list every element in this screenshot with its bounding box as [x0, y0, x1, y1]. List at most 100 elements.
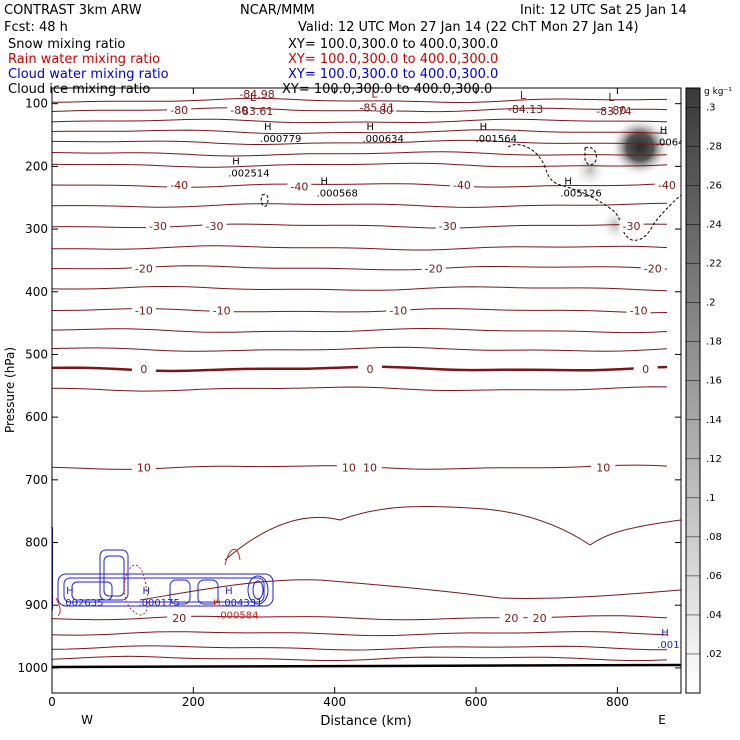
field-rain-name: Rain water mixing ratio — [8, 52, 160, 67]
low-marker: L — [251, 74, 258, 87]
forecast-hour: Fcst: 48 h — [4, 20, 68, 35]
isotherm-orographic — [224, 505, 681, 561]
isotherm-label-bg — [336, 461, 361, 474]
low-value: -83.74 — [596, 105, 631, 118]
colorbar-label: .2 — [706, 298, 716, 309]
isotherm-label: 10 — [137, 461, 151, 474]
snow-high-value: .005126 — [560, 189, 601, 200]
snow-high-value: .000568 — [317, 189, 358, 200]
isotherm-label: -20 — [135, 263, 153, 276]
colorbar-label: .16 — [706, 376, 722, 387]
isotherm-label: -10 — [389, 305, 407, 318]
field-cloud-water-xy: XY= 100.0,300.0 to 400.0,300.0 — [288, 67, 498, 82]
cloud-water-high-value: .000175 — [138, 598, 179, 609]
isotherm-label: 10 — [596, 461, 610, 474]
low-value: -83.61 — [238, 105, 273, 118]
isotherm-label: 20 — [533, 612, 547, 625]
isotherm-label-bg — [358, 362, 383, 375]
isotherm — [52, 129, 668, 135]
low-marker: L — [520, 89, 527, 102]
isotherm-label: 0 — [140, 363, 147, 376]
plot-frame — [51, 87, 682, 694]
snow-high-value: .000634 — [363, 134, 404, 145]
isotherm-label-bg — [131, 362, 156, 375]
x-tick-label: 600 — [465, 695, 488, 709]
snow-high-marker: H — [232, 157, 240, 168]
low-marker: L — [371, 88, 378, 101]
isotherm-label-bg — [372, 103, 397, 116]
isotherm-label-bg — [146, 219, 171, 232]
low-marker: L — [250, 91, 257, 104]
isotherm — [52, 151, 668, 157]
surface-line — [52, 663, 681, 669]
isotherm-label-bg — [227, 103, 252, 116]
field-cloud-ice-name: Cloud ice mixing ratio — [8, 82, 150, 97]
y-tick-label: 100 — [25, 97, 48, 111]
center-title: NCAR/MMM — [240, 3, 315, 18]
x-axis-title: Distance (km) — [320, 714, 411, 729]
snow-high-value: .002514 — [228, 169, 269, 180]
cloud-water-high-marker: H — [661, 628, 669, 639]
isotherm — [52, 346, 668, 352]
snow-high-marker: H — [480, 122, 488, 133]
isotherm-label-bg — [287, 180, 312, 193]
isotherm — [52, 223, 668, 229]
isotherm-label: -10 — [135, 305, 153, 318]
isotherm-label: 20 — [172, 612, 186, 625]
isotherm-label-bg — [202, 219, 227, 232]
colorbar-label: .24 — [706, 220, 722, 231]
field-snow-name: Snow mixing ratio — [8, 37, 125, 52]
isotherm-label: -30 — [206, 220, 224, 233]
colorbar-label: .06 — [706, 571, 722, 582]
colorbar-label: .12 — [706, 454, 722, 465]
isotherm-label-bg — [449, 179, 474, 192]
field-cloud-ice-xy: XY= 100.0,300.0 to 400.0,300.0 — [282, 82, 492, 97]
y-tick-label: 500 — [25, 347, 48, 361]
x-tick-label: 200 — [182, 695, 205, 709]
isotherm — [52, 139, 668, 146]
snow-high-marker: H — [264, 122, 272, 133]
colorbar-label: .18 — [706, 337, 722, 348]
west-label: W — [81, 713, 93, 727]
snow-contour — [507, 144, 681, 241]
isotherm-label-bg — [358, 461, 383, 474]
isotherm-label: -40 — [170, 179, 188, 192]
x-tick-label: 800 — [606, 695, 629, 709]
snow-high-value: .001564 — [476, 134, 517, 145]
x-tick-label: 400 — [323, 695, 346, 709]
y-axis-title: Pressure (hPa) — [3, 347, 17, 433]
y-tick-label: 1000 — [17, 661, 48, 675]
isotherm — [52, 327, 668, 334]
field-rain-xy: XY= 100.0,300.0 to 400.0,300.0 — [288, 52, 498, 67]
snow-high-marker: H — [367, 122, 375, 133]
y-tick-label: 200 — [25, 159, 48, 173]
rain-high-value: .000584 — [217, 611, 258, 622]
rain-water-contours — [55, 548, 241, 617]
isotherm-label: -80 — [170, 104, 188, 117]
isotherm — [52, 645, 667, 651]
isotherm-label: -20 — [644, 263, 662, 276]
isotherm-label: -10 — [630, 305, 648, 318]
isotherm — [52, 118, 668, 124]
low-value: -85.11 — [359, 102, 394, 115]
isotherm-label: -30 — [149, 220, 167, 233]
east-label: E — [658, 713, 666, 727]
low-value: -84.98 — [239, 88, 274, 101]
cloud-water-high-value: .004331 — [221, 598, 262, 609]
isotherm — [52, 107, 668, 113]
isotherm — [52, 286, 668, 292]
isotherm — [52, 655, 668, 662]
valid-time: Valid: 12 UTC Mon 27 Jan 14 (22 ChT Mon … — [298, 20, 639, 35]
colorbar-label: .22 — [706, 259, 722, 270]
isotherm-label: 0 — [367, 363, 374, 376]
cloud-water-high-marker: H — [225, 586, 233, 597]
colorbar-label: .3 — [706, 103, 716, 114]
field-snow-xy: XY= 100.0,300.0 to 400.0,300.0 — [288, 37, 498, 52]
isotherm — [52, 202, 668, 208]
isotherm-label-bg — [619, 219, 644, 232]
isotherm-label: -80 — [375, 104, 393, 117]
colorbar-label: .04 — [706, 610, 722, 621]
isotherm-label-bg — [167, 103, 192, 116]
cloud-water-high-marker: H — [66, 586, 74, 597]
